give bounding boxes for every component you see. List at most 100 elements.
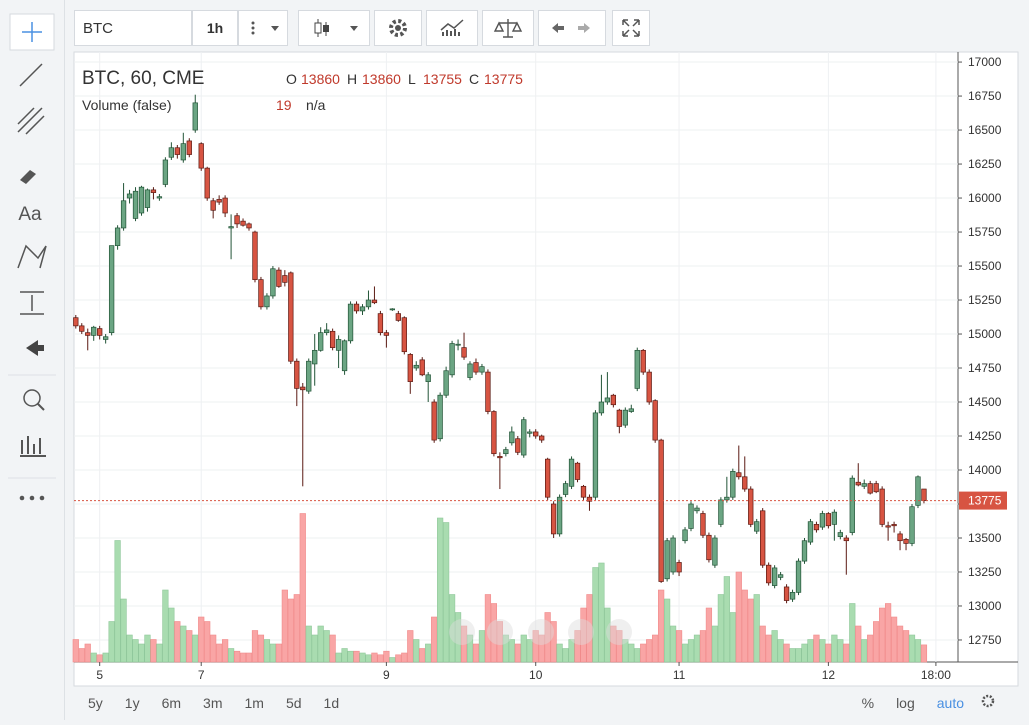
candle-body — [270, 268, 276, 297]
candle-body — [766, 564, 772, 584]
back-icon[interactable] — [26, 340, 44, 356]
y-tick-label: 16250 — [968, 157, 1002, 171]
candle-body — [658, 439, 664, 582]
settings-gear[interactable] — [980, 693, 996, 714]
crosshair-icon — [22, 22, 42, 42]
measure-icon[interactable] — [20, 291, 44, 315]
candle-body — [425, 374, 431, 382]
candle-body — [718, 499, 724, 525]
volume-bar — [347, 650, 354, 663]
brush-icon[interactable] — [20, 170, 36, 184]
volume-extra: n/a — [306, 97, 326, 113]
last-price-label: 13775 — [968, 494, 1002, 508]
candle-body — [682, 529, 688, 542]
zoom-control[interactable] — [449, 619, 475, 645]
scale-button[interactable]: auto — [936, 695, 964, 711]
chart: BTC, 60, CME Volume (false) 19 n/a O 1386… — [72, 51, 1019, 687]
scale-button[interactable]: log — [896, 695, 915, 711]
zoom-control[interactable] — [568, 619, 594, 645]
candle-body — [103, 336, 109, 340]
volume-bar — [186, 630, 193, 663]
trend-line-icon[interactable] — [19, 63, 43, 87]
candle-body — [574, 462, 581, 480]
candle-body — [706, 534, 712, 561]
candle-body — [634, 349, 640, 389]
zoom-control[interactable] — [487, 619, 513, 645]
range-button[interactable]: 6m — [161, 695, 182, 711]
menu-icon — [251, 21, 279, 35]
candle-body — [210, 200, 216, 211]
candle-body — [359, 306, 366, 312]
y-tick-label: 13250 — [968, 565, 1002, 579]
scale-button[interactable]: % — [861, 695, 875, 711]
zoom-control[interactable] — [528, 619, 554, 645]
zoom-control[interactable] — [606, 619, 632, 645]
volume-bar — [604, 607, 611, 663]
text-tool[interactable]: Aa — [18, 204, 42, 225]
volume-bar — [562, 648, 569, 663]
volume-bar — [520, 634, 527, 663]
candle-body — [879, 488, 885, 525]
volume-bar — [885, 603, 892, 663]
candle-body — [228, 226, 234, 229]
range-button[interactable]: 5y — [88, 695, 103, 711]
candle-body — [813, 524, 820, 531]
zoom-icon[interactable] — [23, 389, 41, 407]
volume-bar — [777, 639, 784, 663]
candle-body — [198, 143, 204, 169]
indicators-button[interactable] — [426, 10, 478, 46]
candle-body — [73, 317, 79, 327]
volume-bar — [162, 589, 169, 663]
range-button[interactable]: 5d — [285, 695, 302, 711]
range-button[interactable]: 1y — [124, 695, 140, 711]
range-button[interactable]: 1d — [323, 695, 340, 711]
volume-bar — [825, 643, 832, 663]
ohlc-value: 13860 — [301, 71, 340, 87]
volume-bar — [84, 643, 91, 663]
candle-body — [306, 360, 312, 392]
candle-body — [754, 521, 760, 532]
range-button[interactable]: 1m — [244, 695, 264, 711]
volume-bar — [150, 639, 157, 663]
volume-bar — [102, 652, 109, 663]
volume-bar — [245, 652, 253, 663]
volume-bar — [598, 562, 605, 663]
compare-button[interactable] — [482, 10, 534, 46]
volume-bar — [413, 639, 420, 663]
range-button[interactable]: 3m — [203, 695, 223, 711]
volume-bar — [287, 598, 294, 663]
interval-button[interactable]: 1h — [192, 10, 238, 46]
more-icon[interactable] — [19, 495, 45, 501]
fib-icon[interactable] — [17, 107, 45, 135]
symbol-input[interactable]: BTC — [74, 10, 192, 46]
candle-body — [108, 245, 115, 334]
volume-bar — [699, 630, 707, 663]
volume-bar — [723, 576, 730, 663]
undo-redo[interactable] — [538, 10, 606, 46]
volume-bar — [753, 594, 760, 663]
candle-body — [855, 481, 861, 486]
bars-icon[interactable] — [20, 436, 46, 457]
volume-bar — [538, 634, 545, 663]
candle-body — [114, 227, 121, 246]
left-toolbar: Aa — [0, 0, 65, 720]
candle-body — [861, 483, 867, 487]
candle-body — [921, 488, 927, 501]
volume-bar — [496, 621, 503, 663]
chart-style-button[interactable] — [298, 10, 370, 46]
interval-menu[interactable] — [238, 10, 288, 46]
pattern-icon[interactable] — [17, 244, 47, 269]
volume-bar — [448, 594, 456, 663]
candle-body — [389, 308, 396, 311]
y-tick-label: 15750 — [968, 225, 1002, 239]
volume-bar — [156, 643, 163, 663]
volume-bar — [443, 522, 450, 663]
candle-body — [162, 159, 169, 185]
candle-body — [174, 147, 180, 155]
settings-button[interactable] — [374, 10, 422, 46]
volume-bar — [681, 643, 689, 663]
fullscreen-button[interactable] — [612, 10, 650, 46]
candle-body — [849, 477, 855, 533]
candle-body — [909, 506, 915, 544]
volume-bar — [233, 650, 241, 663]
